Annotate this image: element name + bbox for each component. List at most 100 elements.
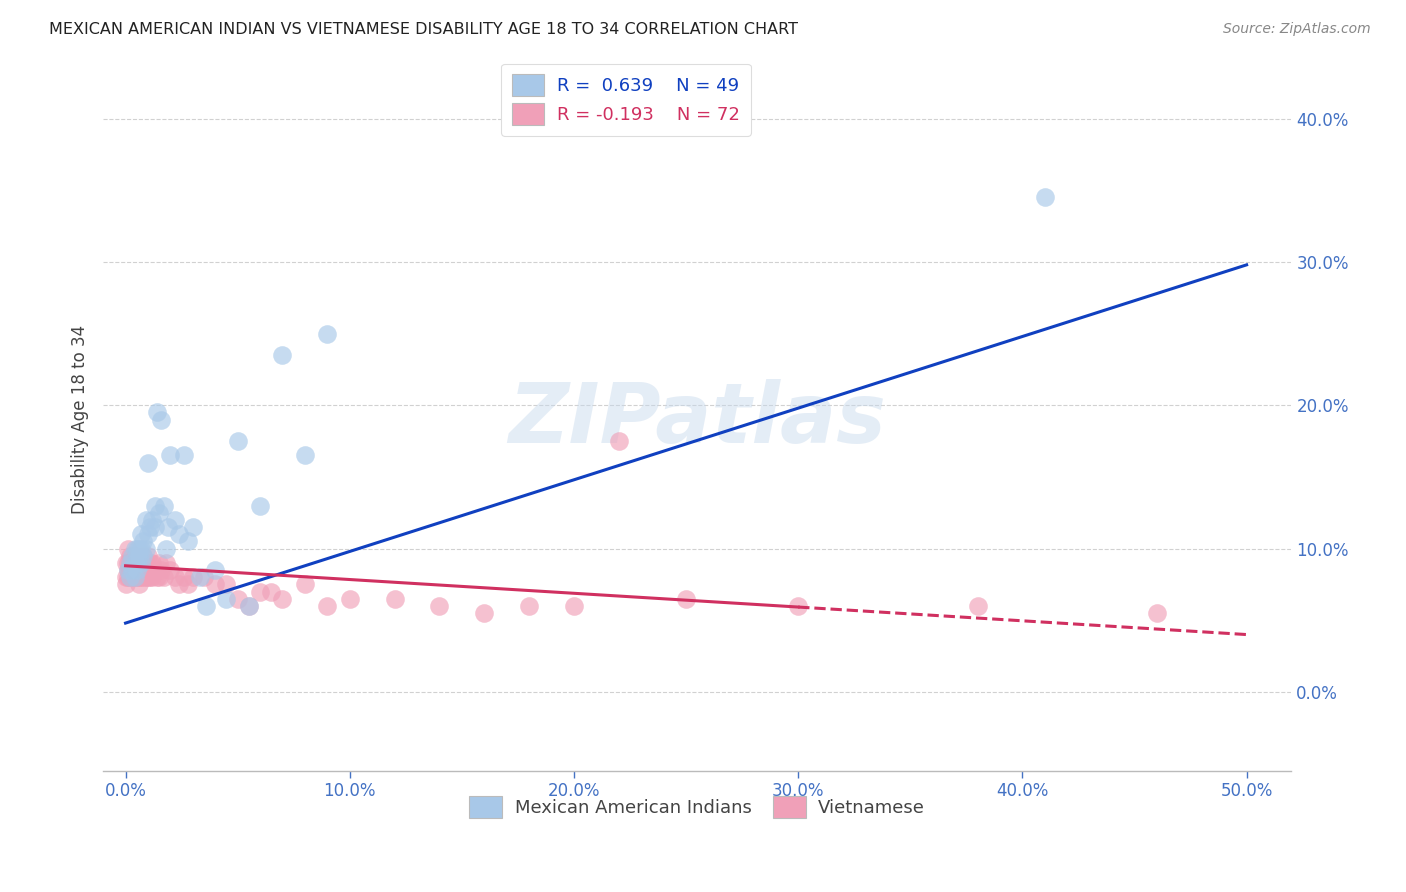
Point [607, 434, 630, 449]
Point [117, 563, 139, 577]
Point [121, 563, 143, 577]
Point [124, 563, 146, 577]
Point [128, 556, 150, 570]
Point [125, 563, 148, 577]
Point [141, 570, 163, 584]
Point [136, 456, 159, 470]
Point [124, 570, 146, 584]
Point [139, 570, 162, 584]
Point [966, 599, 988, 613]
Point [150, 412, 173, 426]
Point [125, 549, 148, 563]
Point [249, 499, 271, 513]
Point [125, 556, 148, 570]
Point [118, 570, 141, 584]
Point [148, 556, 170, 570]
Point [129, 563, 152, 577]
Point [124, 541, 146, 556]
Point [271, 348, 294, 362]
Point [143, 520, 166, 534]
Point [129, 556, 152, 570]
Point [155, 541, 177, 556]
Point [294, 577, 316, 591]
Point [125, 541, 148, 556]
Point [146, 570, 169, 584]
Point [125, 570, 148, 584]
Point [1033, 190, 1056, 204]
Text: ZIPatlas: ZIPatlas [509, 379, 886, 460]
Point [117, 541, 139, 556]
Point [260, 584, 283, 599]
Point [136, 527, 159, 541]
Point [163, 570, 186, 584]
Point [159, 449, 181, 463]
Point [675, 591, 697, 606]
Point [1146, 606, 1168, 620]
Point [562, 599, 585, 613]
Point [226, 434, 249, 449]
Point [787, 599, 810, 613]
Point [429, 599, 451, 613]
Point [271, 591, 294, 606]
Point [472, 606, 495, 620]
Point [114, 577, 136, 591]
Point [124, 549, 146, 563]
Y-axis label: Disability Age 18 to 34: Disability Age 18 to 34 [72, 325, 89, 514]
Point [136, 549, 159, 563]
Point [294, 449, 316, 463]
Point [128, 570, 150, 584]
Point [163, 513, 186, 527]
Point [193, 570, 215, 584]
Point [148, 570, 170, 584]
Point [135, 570, 157, 584]
Point [129, 570, 152, 584]
Point [150, 563, 173, 577]
Point [121, 563, 143, 577]
Point [169, 527, 191, 541]
Point [132, 549, 155, 563]
Point [132, 570, 155, 584]
Point [121, 549, 143, 563]
Point [125, 556, 148, 570]
Point [124, 570, 146, 584]
Point [136, 570, 159, 584]
Point [114, 556, 136, 570]
Point [177, 577, 200, 591]
Point [129, 541, 152, 556]
Point [152, 570, 174, 584]
Point [177, 534, 200, 549]
Point [204, 563, 226, 577]
Point [118, 556, 141, 570]
Point [159, 563, 181, 577]
Point [132, 556, 155, 570]
Point [114, 570, 136, 584]
Point [204, 577, 226, 591]
Point [128, 577, 150, 591]
Point [188, 570, 211, 584]
Point [135, 556, 157, 570]
Point [118, 570, 141, 584]
Point [148, 506, 170, 520]
Text: MEXICAN AMERICAN INDIAN VS VIETNAMESE DISABILITY AGE 18 TO 34 CORRELATION CHART: MEXICAN AMERICAN INDIAN VS VIETNAMESE DI… [49, 22, 799, 37]
Point [121, 556, 143, 570]
Point [117, 556, 139, 570]
Point [139, 520, 162, 534]
Point [181, 520, 204, 534]
Point [132, 549, 155, 563]
Point [157, 520, 180, 534]
Point [124, 556, 146, 570]
Point [238, 599, 260, 613]
Point [132, 534, 155, 549]
Point [117, 570, 139, 584]
Point [139, 556, 162, 570]
Point [143, 499, 166, 513]
Point [339, 591, 361, 606]
Point [517, 599, 540, 613]
Point [249, 584, 271, 599]
Point [226, 591, 249, 606]
Point [129, 556, 152, 570]
Point [215, 577, 238, 591]
Point [143, 563, 166, 577]
Point [195, 599, 218, 613]
Legend: Mexican American Indians, Vietnamese: Mexican American Indians, Vietnamese [463, 789, 932, 825]
